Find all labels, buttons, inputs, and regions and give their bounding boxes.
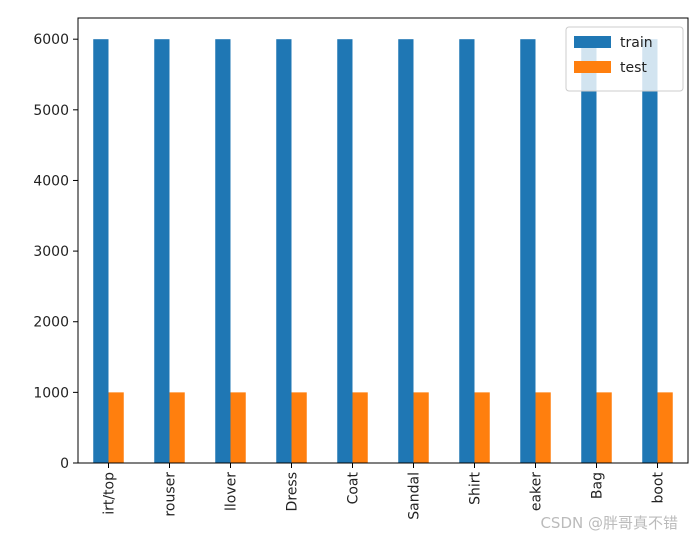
bar	[93, 39, 109, 463]
bar	[474, 392, 490, 463]
bar	[398, 39, 414, 463]
bar	[230, 392, 246, 463]
x-tick-label: Coat	[346, 472, 362, 505]
bar	[520, 39, 536, 463]
bar	[215, 39, 231, 463]
bar	[352, 392, 368, 463]
y-tick-label: 1000	[33, 385, 69, 401]
bar	[413, 392, 429, 463]
x-tick-label: boot	[651, 471, 667, 503]
y-tick-label: 0	[60, 456, 69, 472]
bar	[337, 39, 353, 463]
x-tick-label: Sandal	[407, 472, 423, 520]
x-tick-label: Bag	[590, 472, 606, 499]
plot-frame	[77, 17, 689, 464]
y-tick-label: 3000	[33, 244, 69, 260]
watermark: CSDN @胖哥真不错	[540, 514, 678, 532]
bar	[459, 39, 475, 463]
y-tick-label: 5000	[33, 103, 69, 119]
x-tick-label: llover	[224, 472, 240, 511]
bar	[642, 39, 658, 463]
bar	[291, 392, 307, 463]
bar	[108, 392, 124, 463]
legend: train test	[565, 26, 684, 92]
y-tick-label: 4000	[33, 173, 69, 189]
legend-label: train	[620, 35, 653, 51]
bar	[657, 392, 673, 463]
x-tick-label: rouser	[163, 472, 179, 517]
legend-label: test	[620, 60, 647, 76]
bar	[169, 392, 185, 463]
bar	[276, 39, 292, 463]
legend-swatch	[574, 61, 611, 73]
bar	[581, 39, 597, 463]
y-tick-label: 6000	[33, 32, 69, 48]
x-tick-label: Dress	[285, 472, 301, 511]
bar	[596, 392, 612, 463]
bar	[535, 392, 551, 463]
x-tick-label: eaker	[529, 472, 545, 511]
x-tick-label: Shirt	[468, 472, 484, 505]
legend-swatch	[574, 36, 611, 48]
bar	[154, 39, 170, 463]
y-tick-label: 2000	[33, 315, 69, 331]
x-tick-label: irt/top	[102, 472, 118, 515]
